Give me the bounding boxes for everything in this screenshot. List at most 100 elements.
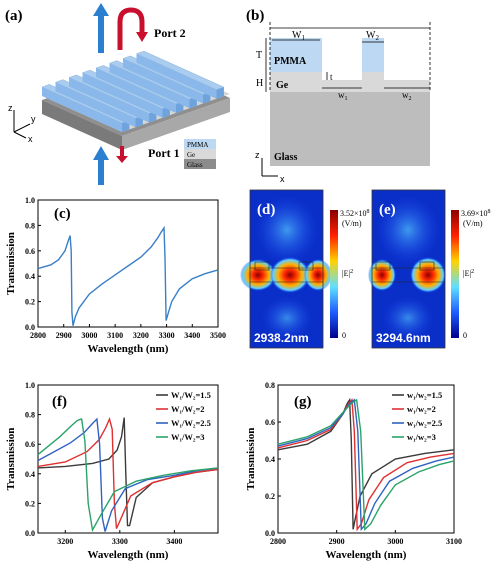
y-tick-label: 0.8 [25,411,35,420]
legend-entry: w₁/w₂=2.5 [407,418,442,428]
colorbar-max-d: 3.52×108 [340,209,370,218]
series-line-1 [277,398,455,532]
legend-text-pmma: PMMA [187,141,208,149]
panel-e: (e) 3294.6nm 3.69×108 (V/m) |E|2 0 [368,189,491,349]
legend-entry: W₁/W₂=3 [171,432,205,442]
x-tick-label: 3100 [107,331,123,340]
pmma-ridge-side [82,72,163,118]
label-glass: Glass [274,152,297,163]
dim-H: H [256,78,263,89]
series-line-3 [37,418,219,533]
axes-zx [261,158,278,177]
legend-entry: W₁/W₂=2.5 [171,418,211,428]
plot-frame [37,199,219,328]
y-tick-label: 0.4 [25,272,35,281]
x-tick-label: 3000 [81,331,97,340]
dim-w2: w2 [402,90,412,102]
series-line-2 [37,417,219,532]
x-axis-label: Wavelength (nm) [326,549,407,561]
port2-label: Port 2 [154,26,186,40]
x-tick-label: 3100 [446,537,462,546]
colorbar-unit-d: (V/m) [342,219,362,228]
panel-label-b: (b) [246,8,264,24]
panel-label-a: (a) [5,8,23,24]
colorbar-zero-d: 0 [342,331,346,340]
colorbar-zero-e: 0 [463,331,467,340]
series-line-2 [277,398,455,532]
pmma-ridge-side [42,87,122,132]
port1-up-arrow-icon [93,146,109,160]
pmma-ridge-side [69,77,149,123]
y-tick-label: 0.4 [265,455,275,464]
colorbar-field-e: |E|2 [463,269,474,278]
y-axis-label: Transmission [5,428,17,491]
x-tick-label: 3300 [112,537,128,546]
pmma-ridge-side [123,58,203,104]
x-axis-label: Wavelength (nm) [88,343,169,355]
x-tick-label: 2800 [30,331,46,340]
y-tick-label: 0.6 [25,247,35,256]
colorbar-field-d: |E|2 [342,269,353,278]
dim-t: t [330,72,333,82]
x-tick-label: 3400 [184,331,200,340]
y-axis-label: Transmission [245,428,257,491]
dimension-lines [265,22,431,92]
chart-f: 3200 3300 3400 0.0 0.2 0.4 0.6 0.8 1.0 Wavelength… [5,381,219,561]
pmma-ridge-side [109,63,190,109]
panel-label-g: (g) [294,394,312,410]
y-axis-label: Transmission [5,232,17,295]
pmma-ridge-w2 [362,38,384,72]
port1-reflect-arrow-icon [116,156,128,163]
dim-w1: w1 [338,90,348,102]
legend-text-ge: Ge [187,151,195,159]
panel-b: (b) W1 W2 T H t w1 w2 PMMA Ge Glass [246,8,431,184]
label-pmma: PMMA [274,56,307,67]
y-tick-label: 0.8 [25,221,35,230]
y-tick-label: 0.2 [25,499,35,508]
dim-W2: W2 [366,30,379,42]
legend-entry: W₁/W₂=1.5 [171,390,211,400]
chart-g: 2800 2900 3000 3100 0.0 0.2 0.4 0.6 0.8 Wavelengt… [245,381,462,561]
y-tick-label: 1.0 [25,381,35,390]
dim-W1: W1 [292,30,305,42]
port2-reflect-arrow-icon [117,7,145,50]
axis-x-label: x [28,134,33,144]
x-tick-label: 3300 [159,331,175,340]
y-tick-label: 0.8 [265,381,275,390]
legend-entry: w₁/w₂=2 [407,404,436,414]
y-tick-label: 0.6 [25,440,35,449]
port1-up-arrow-shaft [98,157,104,185]
y-tick-label: 0.4 [25,470,35,479]
colorbar-d [330,210,338,338]
x-tick-label: 2900 [56,331,72,340]
y-tick-label: 0.0 [265,529,275,538]
y-tick-label: 0.6 [265,418,275,427]
y-tick-label: 1.0 [25,196,35,205]
x-tick-label: 3400 [166,537,182,546]
y-tick-label: 0.0 [25,529,35,538]
port1-label: Port 1 [148,146,180,160]
pmma-ridge-side [55,82,136,128]
plot-frame [37,384,219,534]
series-line-0 [277,397,455,530]
pmma-ridge-end [216,87,224,99]
x-tick-label: 3000 [387,537,403,546]
colorbar-unit-e: (V/m) [463,219,483,228]
pmma-ridge-side [96,68,176,113]
pmma-ridge-w1 [270,38,322,72]
wavelength-e: 3294.6nm [376,331,431,345]
chart-c: 2800 2900 3000 3100 3200 3300 3400 3500 0.0 0.2 0.… [5,196,226,355]
x-axis-label: Wavelength (nm) [88,549,169,561]
pmma-gratings [41,50,225,132]
legend-entry: w₁/w₂=3 [407,432,436,442]
x-tick-label: 2800 [270,537,286,546]
panel-d: (d) 2938.2nm 3.52×108 (V/m) |E|2 0 [240,189,370,349]
y-tick-label: 0.0 [25,323,35,332]
legend-swatch-ge [184,149,216,159]
panel-label-d: (d) [257,202,275,218]
charts-layer: 2800 2900 3000 3100 3200 3300 3400 3500 0.0 0.2 0.… [5,196,462,561]
series-line-1 [37,416,219,529]
x-tick-label: 3200 [57,537,73,546]
panel-label-e: (e) [379,202,396,218]
